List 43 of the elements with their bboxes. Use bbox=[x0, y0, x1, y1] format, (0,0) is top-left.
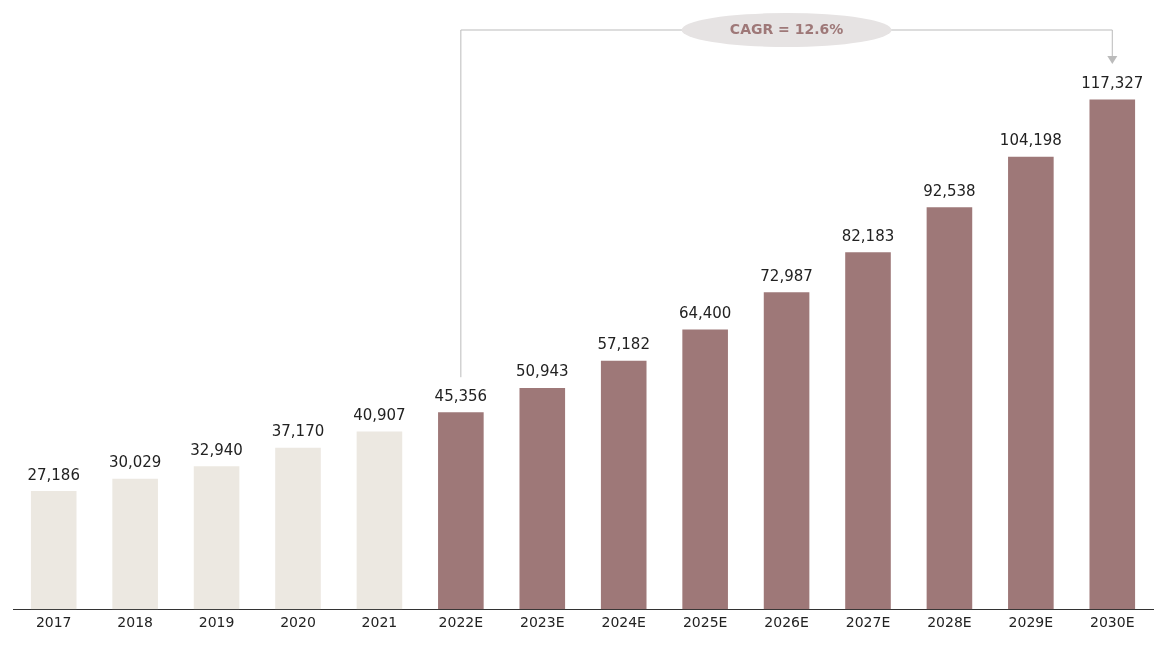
data-label: 82,183 bbox=[841, 226, 895, 245]
data-label: 30,029 bbox=[108, 453, 162, 472]
x-tick-label: 2029E bbox=[1008, 614, 1054, 631]
bar bbox=[845, 252, 891, 610]
x-tick-label: 2026E bbox=[764, 614, 809, 631]
data-label: 64,400 bbox=[678, 303, 732, 322]
bar bbox=[600, 360, 647, 610]
x-tick-label: 2023E bbox=[520, 614, 565, 631]
bar bbox=[1008, 156, 1054, 610]
data-label: 104,198 bbox=[999, 131, 1062, 150]
x-tick-label: 2018 bbox=[117, 614, 153, 631]
bar bbox=[275, 447, 321, 610]
bar bbox=[926, 207, 973, 610]
x-tick-label: 2028E bbox=[927, 614, 972, 631]
x-tick-label: 2020 bbox=[280, 614, 316, 631]
bar bbox=[30, 491, 77, 610]
x-tick-label: 2030E bbox=[1090, 614, 1135, 631]
bar bbox=[356, 431, 403, 610]
data-label: 50,943 bbox=[516, 362, 569, 381]
bar bbox=[193, 466, 240, 610]
text: CAGR = 12.6% bbox=[729, 20, 844, 37]
data-label: 40,907 bbox=[353, 405, 406, 424]
bar bbox=[519, 387, 566, 610]
bar bbox=[682, 329, 728, 610]
data-label: 117,327 bbox=[1081, 74, 1144, 92]
data-label: 32,940 bbox=[190, 440, 243, 459]
bar bbox=[1089, 99, 1136, 610]
x-tick-label: 2017 bbox=[35, 614, 72, 631]
x-tick-label: 2024E bbox=[601, 614, 646, 631]
x-tick-label: 2021 bbox=[361, 614, 398, 631]
bar bbox=[112, 478, 158, 610]
x-tick-label: 2025E bbox=[682, 614, 728, 631]
data-label: 57,182 bbox=[597, 335, 650, 354]
data-label: 45,356 bbox=[434, 386, 488, 405]
bar bbox=[763, 292, 810, 610]
data-label: 37,170 bbox=[271, 422, 325, 441]
x-tick-label: 2019 bbox=[198, 614, 235, 631]
data-label: 72,987 bbox=[760, 266, 813, 285]
x-tick-label: 2022E bbox=[438, 614, 484, 631]
data-label: 92,538 bbox=[923, 181, 976, 200]
data-label: 27,186 bbox=[27, 465, 80, 484]
x-tick-label: 2027E bbox=[845, 614, 891, 631]
bar bbox=[438, 412, 484, 610]
